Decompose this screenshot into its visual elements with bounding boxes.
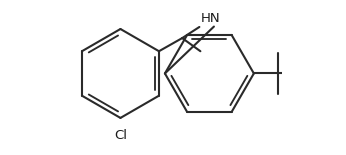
Text: HN: HN	[200, 12, 220, 25]
Text: Cl: Cl	[114, 129, 127, 142]
